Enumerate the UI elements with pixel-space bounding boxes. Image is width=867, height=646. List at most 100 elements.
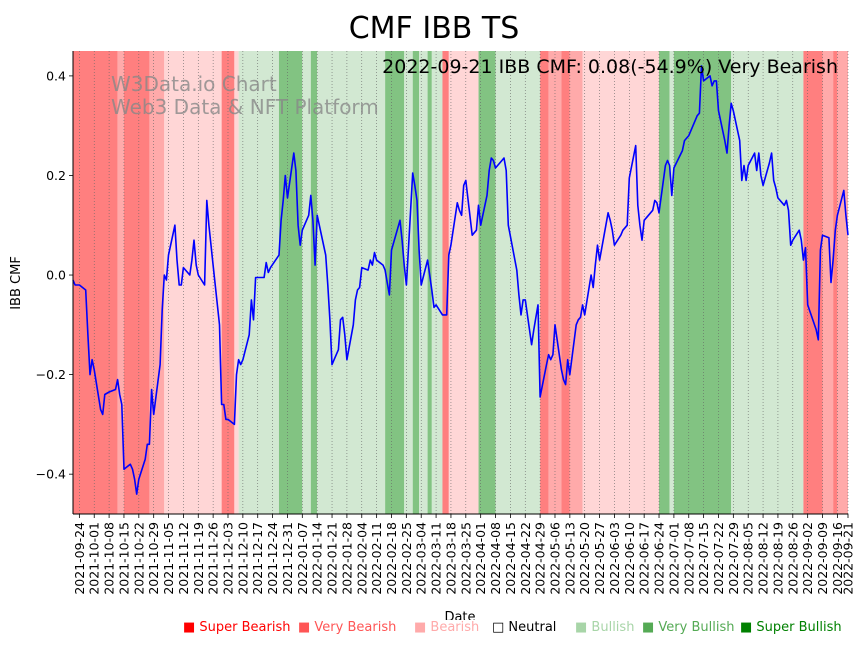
band-light-bearish (234, 51, 239, 514)
legend-item: □ Neutral (492, 620, 556, 635)
x-axis-label: Date (444, 610, 475, 620)
x-tick-label: 2021-12-10 (235, 522, 250, 595)
x-tick-label: 2022-07-29 (726, 522, 741, 595)
legend-label: Bearish (430, 620, 480, 635)
x-tick-label: 2022-04-29 (533, 522, 548, 595)
x-tick-label: 2022-09-02 (800, 522, 815, 595)
band-bearish (569, 51, 583, 514)
x-tick-label: 2022-07-08 (681, 522, 696, 595)
band-light-bearish (448, 51, 479, 514)
x-tick-label: 2021-11-05 (161, 522, 176, 595)
legend: ■ Super Bearish ■ Very Bearish ■ Bearish □ … (0, 620, 867, 640)
legend-swatch-icon: ■ (183, 620, 200, 635)
band-very-bullish (412, 51, 420, 514)
legend-item: ■ Bullish (575, 620, 634, 635)
y-tick-label: 0.4 (46, 68, 66, 83)
x-tick-label: 2021-10-22 (131, 522, 146, 595)
x-tick-label: 2022-08-26 (785, 522, 800, 595)
watermark-line-1: W3Data.io Chart (111, 72, 277, 96)
legend-label: Super Bullish (756, 620, 842, 635)
legend-item: ■ Very Bullish (642, 620, 734, 635)
x-tick-label: 2022-08-19 (770, 522, 785, 595)
x-tick-label: 2022-06-10 (622, 522, 637, 595)
x-tick-label: 2021-10-08 (102, 522, 117, 595)
band-very-bullish (385, 51, 392, 514)
x-tick-label: 2022-08-12 (756, 522, 771, 595)
band-light-bearish (164, 51, 222, 514)
legend-swatch-icon: ■ (740, 620, 757, 635)
x-tick-label: 2022-07-15 (696, 522, 711, 595)
x-tick-label: 2021-10-01 (87, 522, 102, 595)
x-tick-label: 2021-10-29 (146, 522, 161, 595)
chart-title: CMF IBB TS (349, 11, 520, 46)
legend-item: ■ Super Bullish (740, 620, 842, 635)
legend-item: ■ Super Bearish (183, 620, 291, 635)
legend-label: Bullish (591, 620, 635, 635)
x-tick-label: 2022-07-22 (711, 522, 726, 595)
x-tick-label: 2022-02-25 (399, 522, 414, 595)
legend-label: Super Bearish (199, 620, 291, 635)
band-very-bullish (427, 51, 432, 514)
x-tick-label: 2021-09-24 (72, 522, 87, 595)
x-tick-label: 2022-03-11 (429, 522, 444, 595)
x-axis-ticks: 2021-09-24 2021-10-01 2021-10-08 2021-10-15… (72, 514, 856, 595)
band-very-bullish (659, 51, 670, 514)
x-tick-label: 2022-09-21 (841, 522, 856, 595)
x-tick-label: 2022-01-14 (310, 522, 325, 595)
legend-swatch-icon: ■ (298, 620, 315, 635)
x-tick-label: 2021-11-19 (191, 522, 206, 595)
x-tick-label: 2022-09-09 (815, 522, 830, 595)
x-tick-label: 2022-06-17 (637, 522, 652, 595)
band-light-bearish (582, 51, 660, 514)
y-axis-ticks: −0.4 −0.2 0.0 0.2 0.4 (36, 68, 73, 482)
band-bearish (822, 51, 834, 514)
band-bearish (837, 51, 848, 514)
band-bearish (117, 51, 124, 514)
band-very-bearish (561, 51, 570, 514)
band-bearish (149, 51, 165, 514)
y-tick-label: 0.2 (46, 168, 66, 183)
band-very-bearish (123, 51, 150, 514)
legend-swatch-icon: □ (492, 620, 509, 635)
band-bullish (669, 51, 674, 514)
x-tick-label: 2022-05-20 (577, 522, 592, 595)
x-tick-label: 2021-12-31 (280, 522, 295, 595)
series-layer (72, 65, 849, 495)
x-tick-label: 2022-04-22 (518, 522, 533, 595)
x-tick-label: 2022-03-04 (414, 522, 429, 595)
y-tick-label: −0.2 (36, 367, 66, 382)
x-tick-label: 2021-11-26 (206, 522, 221, 595)
x-tick-label: 2022-05-27 (592, 522, 607, 595)
x-tick-label: 2022-05-13 (562, 522, 577, 595)
x-tick-label: 2021-11-12 (176, 522, 191, 595)
band-very-bearish (803, 51, 823, 514)
y-tick-label: 0.0 (46, 268, 66, 283)
latest-value-annotation: 2022-09-21 IBB CMF: 0.08(-54.9%) Very Be… (382, 56, 838, 78)
band-bullish (317, 51, 386, 514)
band-bullish (302, 51, 311, 514)
band-bullish (404, 51, 413, 514)
regime-bands (73, 51, 848, 514)
band-very-bullish (310, 51, 318, 514)
x-tick-label: 2021-12-24 (265, 522, 280, 595)
watermark-line-2: Web3 Data & NFT Platform (111, 95, 379, 119)
x-tick-label: 2022-04-15 (503, 522, 518, 595)
band-very-bearish (540, 51, 549, 514)
legend-label: Very Bullish (658, 620, 735, 635)
band-bullish (431, 51, 443, 514)
x-tick-label: 2022-01-28 (339, 522, 354, 595)
x-tick-label: 2022-01-21 (325, 522, 340, 595)
x-tick-label: 2022-02-11 (369, 522, 384, 595)
legend-swatch-icon: ■ (642, 620, 659, 635)
band-bullish (731, 51, 804, 514)
legend-label: Neutral (508, 620, 557, 635)
y-tick-label: −0.4 (36, 467, 66, 482)
band-very-bullish (673, 51, 732, 514)
x-tick-label: 2022-09-16 (830, 522, 845, 595)
x-tick-label: 2022-07-01 (666, 522, 681, 595)
x-tick-label: 2022-02-18 (384, 522, 399, 595)
x-tick-label: 2022-06-24 (652, 522, 667, 595)
legend-swatch-icon: ■ (414, 620, 431, 635)
x-tick-label: 2022-03-25 (458, 522, 473, 595)
x-tick-label: 2022-01-07 (295, 522, 310, 595)
